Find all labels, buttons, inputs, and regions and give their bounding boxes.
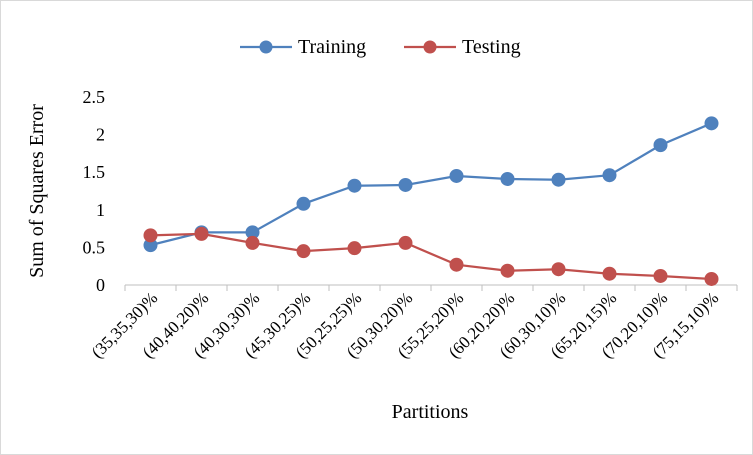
point bbox=[398, 177, 413, 192]
point bbox=[143, 228, 158, 243]
point bbox=[245, 235, 260, 250]
point bbox=[551, 262, 566, 277]
y-tick-label: 0 bbox=[96, 275, 105, 295]
point bbox=[602, 168, 617, 183]
series-line bbox=[150, 232, 712, 281]
legend-marker bbox=[423, 40, 437, 54]
y-tick-label: 1 bbox=[96, 200, 105, 220]
point bbox=[704, 271, 719, 286]
x-axis-label: Partitions bbox=[392, 401, 469, 423]
point bbox=[449, 257, 464, 272]
point bbox=[398, 235, 413, 250]
series-line bbox=[150, 122, 712, 247]
point bbox=[500, 263, 515, 278]
y-tick-label: 0.5 bbox=[83, 237, 106, 257]
point bbox=[296, 244, 311, 259]
point bbox=[500, 171, 515, 186]
y-tick-label: 2 bbox=[96, 125, 105, 145]
y-tick-label: 1.5 bbox=[83, 162, 106, 182]
legend-label: Training bbox=[298, 36, 366, 58]
legend-label: Testing bbox=[462, 36, 521, 58]
y-tick-label: 2.5 bbox=[83, 87, 106, 107]
legend-marker bbox=[259, 40, 273, 54]
point bbox=[704, 116, 719, 131]
point bbox=[551, 172, 566, 187]
y-axis-label: Sum of Squares Error bbox=[26, 104, 48, 278]
point bbox=[653, 138, 668, 153]
point bbox=[296, 196, 311, 211]
point bbox=[194, 226, 209, 241]
point bbox=[602, 266, 617, 281]
point bbox=[449, 168, 464, 183]
point bbox=[347, 241, 362, 256]
point bbox=[653, 268, 668, 283]
point bbox=[347, 178, 362, 193]
